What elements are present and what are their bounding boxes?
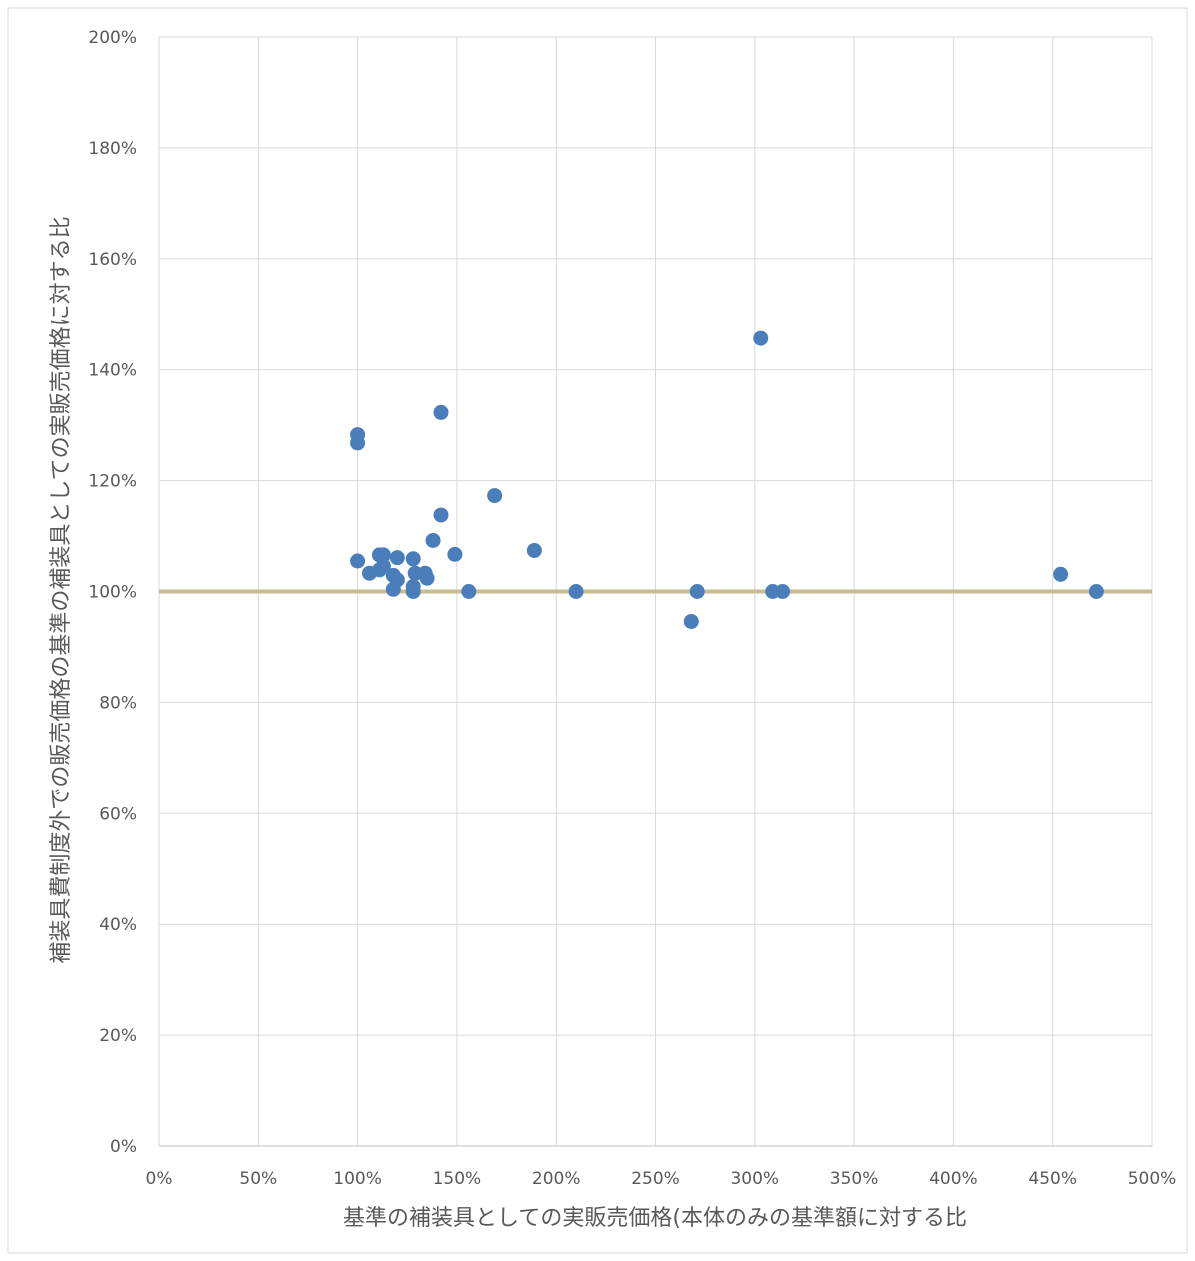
- x-tick-label: 0%: [146, 1169, 173, 1189]
- x-tick-label: 250%: [631, 1169, 680, 1189]
- y-tick-label: 80%: [99, 693, 137, 713]
- data-point: [1053, 566, 1069, 582]
- data-point: [487, 488, 503, 504]
- y-tick-label: 60%: [99, 804, 137, 824]
- data-point: [1088, 584, 1104, 599]
- y-tick-label: 0%: [110, 1137, 137, 1157]
- grid-lines: [158, 36, 1153, 1147]
- y-tick-label: 140%: [88, 361, 137, 381]
- data-point: [375, 547, 391, 563]
- data-point: [568, 584, 584, 599]
- y-tick-label: 20%: [99, 1026, 137, 1046]
- x-tick-label: 100%: [333, 1169, 382, 1189]
- y-axis-title: 補装具費制度外での販売価格の基準の補装具としての実販売価格に対する比: [49, 216, 74, 963]
- x-tick-label: 300%: [730, 1169, 779, 1189]
- y-tick-labels: 0% 20% 40% 60% 80% 100% 120% 140% 160% 180% 200%: [88, 28, 137, 1157]
- chart-border: [7, 7, 1188, 1254]
- data-point: [419, 570, 435, 586]
- y-tick-label: 200%: [88, 28, 137, 48]
- data-point: [775, 584, 791, 599]
- data-point: [350, 553, 366, 569]
- data-point: [425, 532, 441, 548]
- data-point: [433, 404, 449, 420]
- y-tick-label: 180%: [88, 139, 137, 159]
- data-point: [375, 558, 391, 574]
- x-tick-label: 200%: [532, 1169, 581, 1189]
- data-point: [433, 507, 449, 523]
- x-tick-label: 350%: [830, 1169, 879, 1189]
- data-point: [753, 330, 769, 346]
- x-axis-title: 基準の補装具としての実販売価格(本体のみの基準額に対する比: [343, 1206, 967, 1231]
- data-point: [689, 584, 705, 599]
- data-point: [461, 584, 477, 599]
- data-point: [389, 572, 405, 588]
- data-point: [405, 584, 421, 599]
- y-tick-label: 100%: [88, 583, 137, 603]
- y-tick-label: 160%: [88, 250, 137, 270]
- x-tick-label: 150%: [433, 1169, 482, 1189]
- data-point: [526, 542, 542, 558]
- data-point: [405, 551, 421, 567]
- data-point: [683, 613, 699, 629]
- data-point: [350, 435, 366, 451]
- x-tick-labels: 0% 50% 100% 150% 200% 250% 300% 350% 400% 450% 500…: [146, 1169, 1177, 1189]
- y-tick-label: 40%: [99, 915, 137, 935]
- data-point: [389, 550, 405, 566]
- x-tick-label: 450%: [1028, 1169, 1077, 1189]
- data-points: [350, 330, 1104, 629]
- y-tick-label: 120%: [88, 472, 137, 492]
- x-tick-label: 50%: [239, 1169, 277, 1189]
- x-tick-label: 500%: [1128, 1169, 1177, 1189]
- data-point: [447, 546, 463, 562]
- x-tick-label: 400%: [929, 1169, 978, 1189]
